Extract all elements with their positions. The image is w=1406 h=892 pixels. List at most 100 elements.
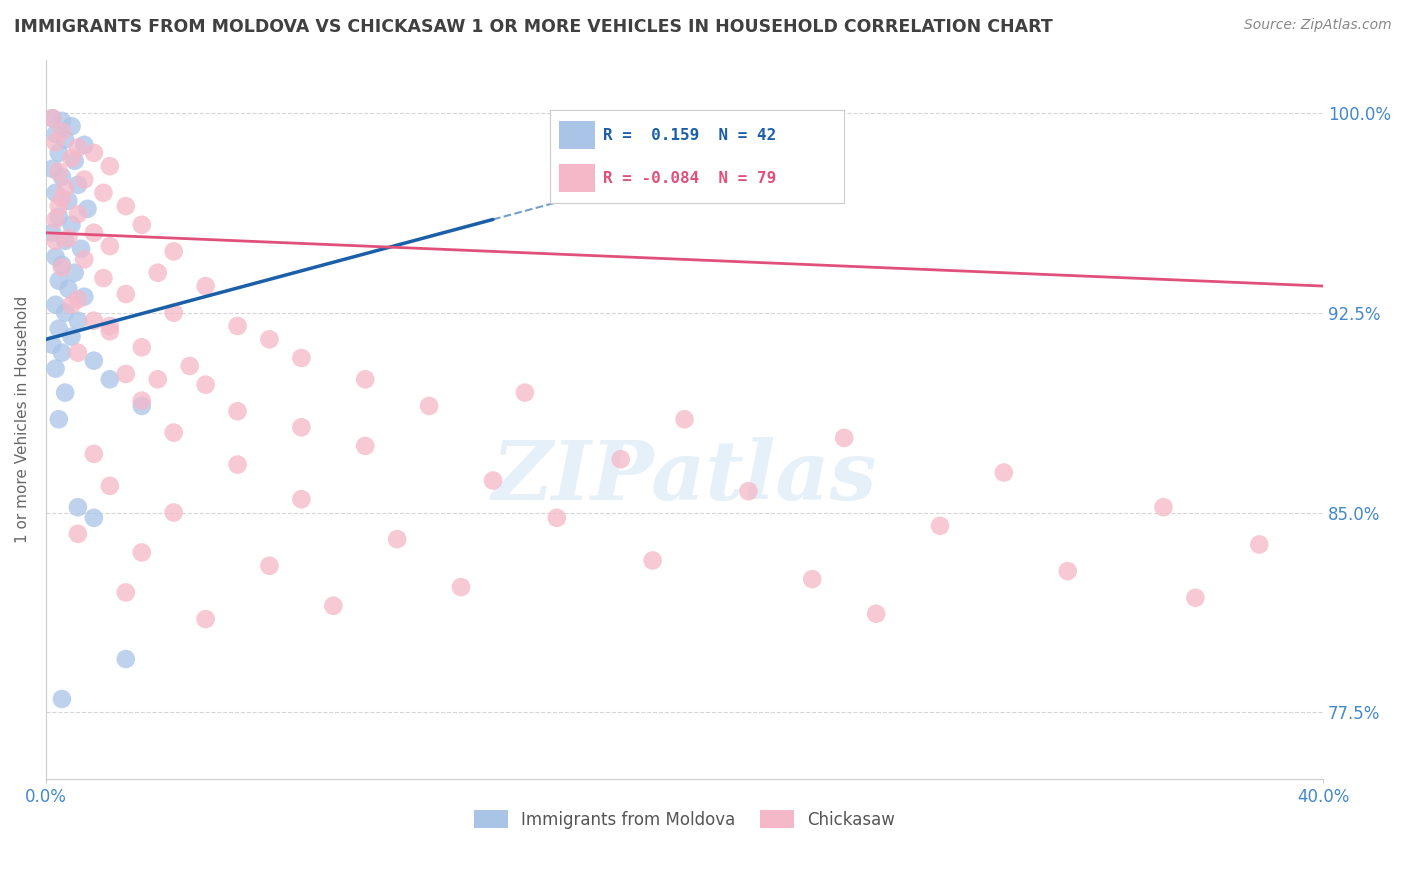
Point (83, 314, 105, 328)
Point (53, 180, 76, 194)
Point (58, 231, 80, 245)
Point (66, 500, 89, 515)
Point (929, 518, 952, 533)
Point (98, 159, 121, 173)
Point (66, 207, 89, 221)
Point (73, 172, 96, 186)
Y-axis label: 1 or more Vehicles in Household: 1 or more Vehicles in Household (15, 295, 30, 543)
Point (66, 345, 89, 359)
Point (60, 119, 83, 133)
Point (226, 458, 249, 472)
Point (114, 652, 136, 666)
Point (131, 399, 153, 413)
Point (641, 553, 664, 567)
Point (163, 306, 186, 320)
Point (163, 244, 186, 259)
Point (194, 279, 217, 293)
Point (73, 252, 96, 267)
Point (83, 226, 105, 240)
Point (114, 199, 136, 213)
Point (131, 545, 153, 559)
Point (290, 351, 312, 365)
Point (66, 526, 89, 541)
Point (146, 372, 169, 386)
Point (51, 260, 73, 275)
Point (53, 385, 76, 400)
Point (1184, 591, 1206, 605)
Point (179, 359, 201, 373)
Point (322, 599, 344, 613)
Point (83, 447, 105, 461)
Point (131, 393, 153, 408)
Point (45, 234, 67, 248)
Point (48, 274, 70, 288)
Point (41, 337, 63, 351)
Point (83, 145, 105, 160)
Point (51, 191, 73, 205)
Point (673, 412, 696, 426)
Point (83, 353, 105, 368)
Point (63, 153, 86, 168)
Point (114, 367, 136, 381)
Point (226, 404, 249, 418)
Point (45, 212, 67, 227)
Point (226, 318, 249, 333)
Point (58, 282, 80, 296)
Point (45, 250, 67, 264)
Point (48, 164, 70, 178)
Point (45, 135, 67, 149)
Point (48, 210, 70, 224)
Point (1056, 564, 1078, 578)
Point (98, 239, 121, 253)
Point (73, 290, 96, 304)
Point (45, 186, 67, 200)
Point (45, 298, 67, 312)
Legend: Immigrants from Moldova, Chickasaw: Immigrants from Moldova, Chickasaw (468, 804, 901, 835)
Point (737, 484, 759, 499)
Point (801, 572, 824, 586)
Point (51, 169, 73, 184)
Point (48, 412, 70, 426)
Point (163, 506, 186, 520)
Text: ZIPatlas: ZIPatlas (492, 437, 877, 516)
Point (131, 340, 153, 354)
Point (290, 420, 312, 434)
Point (48, 145, 70, 160)
Point (51, 258, 73, 272)
Point (53, 132, 76, 146)
Point (51, 124, 73, 138)
Point (354, 439, 377, 453)
Point (45, 361, 67, 376)
Point (41, 226, 63, 240)
Point (53, 306, 76, 320)
Point (51, 692, 73, 706)
Point (546, 511, 568, 525)
Point (114, 585, 136, 599)
Text: IMMIGRANTS FROM MOLDOVA VS CHICKASAW 1 OR MORE VEHICLES IN HOUSEHOLD CORRELATION: IMMIGRANTS FROM MOLDOVA VS CHICKASAW 1 O… (14, 18, 1053, 36)
Point (45, 127, 67, 141)
Point (66, 293, 89, 307)
Point (41, 112, 63, 126)
Point (58, 194, 80, 208)
Point (98, 479, 121, 493)
Point (385, 532, 408, 546)
Point (41, 161, 63, 176)
Point (163, 425, 186, 440)
Point (66, 178, 89, 192)
Point (131, 218, 153, 232)
Text: Source: ZipAtlas.com: Source: ZipAtlas.com (1244, 18, 1392, 32)
Point (354, 372, 377, 386)
Point (865, 607, 887, 621)
Point (60, 151, 83, 165)
Point (290, 492, 312, 507)
Point (513, 385, 536, 400)
Point (146, 266, 169, 280)
Point (51, 345, 73, 359)
Point (48, 199, 70, 213)
Point (66, 140, 89, 154)
Point (418, 399, 440, 413)
Point (73, 137, 96, 152)
Point (93, 271, 115, 285)
Point (194, 377, 217, 392)
Point (259, 332, 281, 346)
